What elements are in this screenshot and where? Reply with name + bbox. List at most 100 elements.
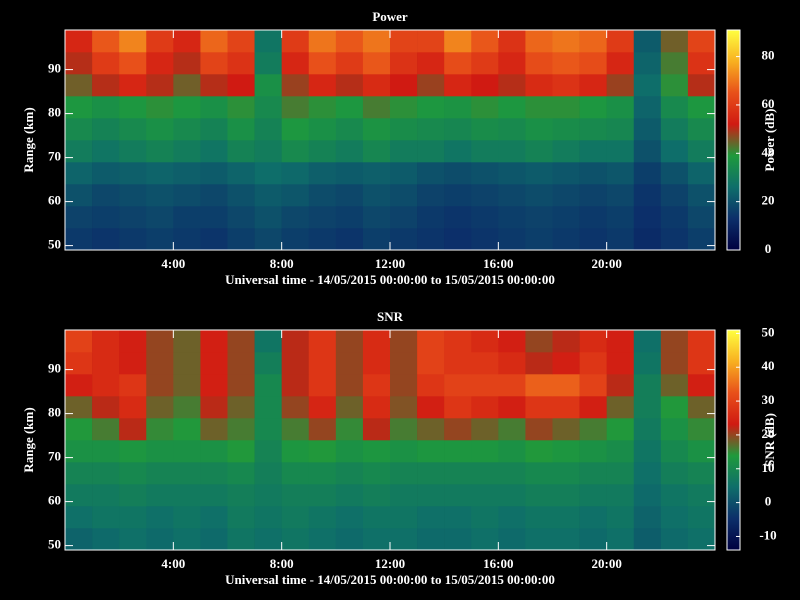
heatmap-cell <box>552 184 580 207</box>
heatmap-cell <box>606 52 635 75</box>
colorbar-tick-label: 80 <box>762 48 775 63</box>
heatmap-cell <box>173 396 201 419</box>
heatmap-cell <box>633 352 662 375</box>
heatmap-cell <box>65 74 93 97</box>
heatmap-cell <box>308 396 337 419</box>
heatmap-cell <box>254 140 282 163</box>
heatmap-cell <box>390 462 418 485</box>
heatmap-cell <box>552 528 580 551</box>
heatmap-cell <box>444 162 472 185</box>
heatmap-cell <box>173 418 201 441</box>
heatmap-cell <box>390 30 418 53</box>
heatmap-cell <box>471 206 499 229</box>
heatmap-cell <box>254 184 282 207</box>
heatmap-cell <box>498 96 526 119</box>
heatmap-cell <box>65 30 93 53</box>
heatmap-cell <box>471 462 499 485</box>
heatmap-cell <box>660 206 689 229</box>
heatmap-cell <box>606 30 635 53</box>
heatmap-cell <box>579 418 607 441</box>
heatmap-cell <box>146 140 174 163</box>
heatmap-cell <box>146 440 174 463</box>
y-axis-label: Range (km) <box>21 407 36 472</box>
heatmap-cell <box>633 96 662 119</box>
heatmap-cell <box>308 440 337 463</box>
heatmap-cell <box>65 118 93 141</box>
heatmap-cell <box>200 118 228 141</box>
heatmap-cell <box>65 52 93 75</box>
colorbar <box>726 29 741 251</box>
heatmap-cell <box>552 396 580 419</box>
heatmap-cell <box>65 374 93 397</box>
heatmap-cell <box>417 118 445 141</box>
x-tick-label: 16:00 <box>483 256 513 271</box>
heatmap-cell <box>390 228 418 251</box>
heatmap-cell <box>390 528 418 551</box>
heatmap-cell <box>335 52 364 75</box>
heatmap-cell <box>308 528 337 551</box>
heatmap-cell <box>92 418 120 441</box>
heatmap-cell <box>444 330 472 353</box>
heatmap-cell <box>444 96 472 119</box>
heatmap-cell <box>660 462 689 485</box>
heatmap-cell <box>92 506 120 529</box>
heatmap-cell <box>146 162 174 185</box>
heatmap-cell <box>335 528 364 551</box>
heatmap-cell <box>660 484 689 507</box>
colorbar-tick-label: 0 <box>765 494 772 509</box>
heatmap-cell <box>687 374 716 397</box>
heatmap-cell <box>281 352 310 375</box>
heatmap-cell <box>92 30 120 53</box>
heatmap-cell <box>173 140 201 163</box>
y-tick-label: 90 <box>48 361 61 376</box>
heatmap-cell <box>687 462 716 485</box>
heatmap-cell <box>308 462 337 485</box>
heatmap-cell <box>362 484 391 507</box>
heatmap-cell <box>471 30 499 53</box>
heatmap-cell <box>335 374 364 397</box>
heatmap-cell <box>335 96 364 119</box>
y-tick-label: 80 <box>48 405 61 420</box>
heatmap-cell <box>606 184 635 207</box>
heatmap-cell <box>444 228 472 251</box>
x-tick-label: 12:00 <box>375 556 405 571</box>
heatmap-cell <box>227 396 255 419</box>
heatmap-cell <box>579 30 607 53</box>
heatmap-cell <box>146 352 174 375</box>
colorbar-tick-label: 10 <box>762 460 775 475</box>
heatmap-cell <box>362 140 391 163</box>
heatmap-cell <box>498 228 526 251</box>
heatmap-cell <box>444 418 472 441</box>
heatmap-cell <box>498 352 526 375</box>
heatmap-cell <box>119 374 147 397</box>
heatmap-cell <box>281 396 310 419</box>
heatmap-cell <box>65 96 93 119</box>
heatmap-cell <box>119 96 147 119</box>
heatmap-cell <box>173 184 201 207</box>
y-tick-label: 70 <box>48 149 61 164</box>
heatmap-cell <box>254 352 282 375</box>
heatmap-cell <box>606 462 635 485</box>
heatmap-cell <box>552 162 580 185</box>
heatmap-cell <box>660 352 689 375</box>
heatmap-cell <box>173 506 201 529</box>
heatmap-cell <box>606 330 635 353</box>
heatmap-cell <box>417 96 445 119</box>
heatmap-cell <box>281 484 310 507</box>
heatmap-cell <box>525 206 553 229</box>
heatmap-cell <box>687 506 716 529</box>
heatmap-cell <box>146 484 174 507</box>
heatmap-cell <box>444 374 472 397</box>
heatmap-cell <box>633 52 662 75</box>
heatmap-cell <box>227 52 255 75</box>
heatmap-cell <box>390 184 418 207</box>
heatmap-cell <box>417 506 445 529</box>
y-tick-label: 90 <box>48 61 61 76</box>
heatmap-cell <box>281 330 310 353</box>
heatmap-cell <box>146 506 174 529</box>
heatmap-cell <box>552 330 580 353</box>
heatmap-cell <box>362 462 391 485</box>
heatmap-cell <box>281 228 310 251</box>
heatmap-cell <box>444 184 472 207</box>
heatmap-cell <box>254 96 282 119</box>
